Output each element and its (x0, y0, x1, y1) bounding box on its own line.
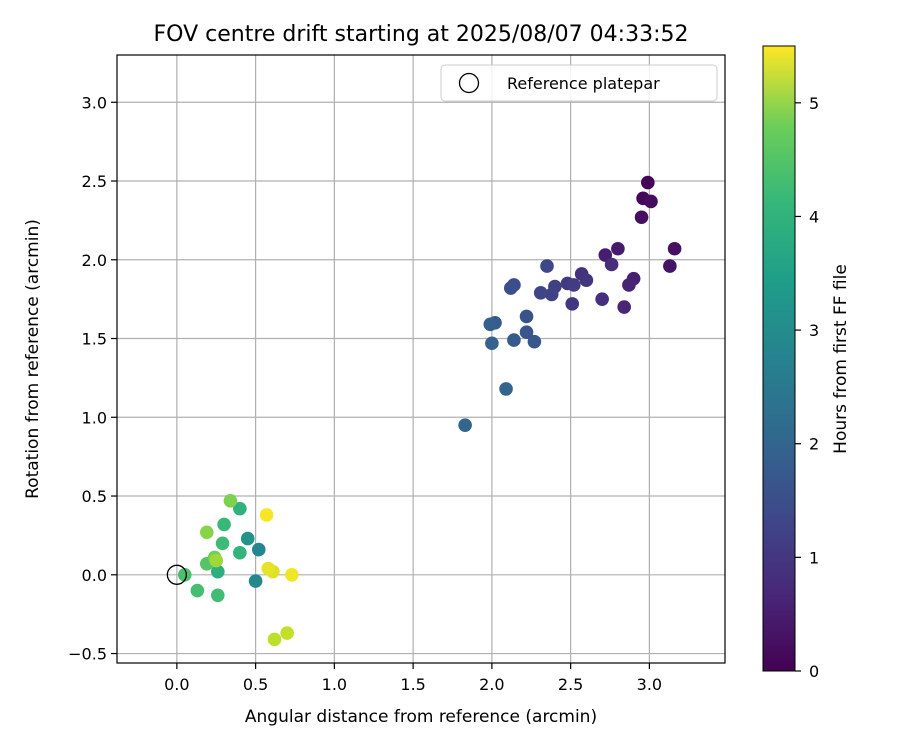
data-point (540, 259, 554, 273)
data-point (566, 278, 581, 292)
data-point (611, 241, 625, 256)
y-axis-label: Rotation from reference (arcmin) (23, 219, 43, 499)
x-tick-label: 0.0 (164, 675, 189, 694)
grid (117, 55, 725, 663)
data-point (519, 325, 534, 340)
colorbar-tick-label: 1 (809, 548, 819, 567)
data-point (458, 418, 472, 432)
data-point (483, 317, 498, 332)
x-tick-label: 1.0 (322, 675, 347, 694)
colorbar-ticks: 0 1 2 3 4 5 (795, 94, 819, 681)
data-point (199, 525, 214, 540)
data-point (209, 553, 224, 568)
data-point (604, 257, 619, 272)
data-point (634, 210, 649, 225)
legend-box (440, 64, 718, 102)
data-point (267, 632, 282, 647)
y-tick-label: 2.5 (82, 172, 107, 191)
y-tick-label: 2.0 (82, 251, 107, 270)
x-tick-label: 0.5 (243, 675, 268, 694)
colorbar-gradient (762, 45, 796, 672)
y-axis-ticks: −0.5 0.0 0.5 1.0 1.5 2.0 2.5 3.0 (68, 93, 117, 664)
chart-title: FOV centre drift starting at 2025/08/07 … (154, 22, 689, 47)
data-point (285, 567, 299, 582)
data-point (248, 574, 263, 588)
data-point (259, 508, 274, 522)
data-point (261, 561, 276, 576)
y-tick-label: 3.0 (82, 93, 107, 112)
data-point (499, 382, 513, 396)
data-point (595, 292, 609, 306)
x-axis-ticks: 0.0 0.5 1.0 1.5 2.0 2.5 3.0 (164, 663, 662, 694)
data-point (503, 281, 518, 295)
colorbar-tick-label: 5 (809, 94, 819, 113)
data-point (663, 259, 677, 273)
data-point (217, 517, 231, 532)
data-point (215, 536, 230, 551)
x-axis-label: Angular distance from reference (arcmin) (245, 707, 597, 727)
legend-reference-label: Reference platepar (507, 74, 660, 93)
plot-frame (116, 54, 726, 664)
y-tick-label: −0.5 (68, 645, 107, 664)
data-point (622, 278, 636, 292)
data-point (280, 626, 294, 640)
x-tick-label: 1.5 (400, 675, 425, 694)
data-point (641, 175, 655, 190)
y-tick-label: 0.5 (82, 487, 107, 506)
colorbar-label: Hours from first FF file (831, 264, 851, 454)
colorbar-tick-label: 3 (809, 321, 819, 340)
data-point (667, 241, 682, 256)
x-tick-label: 2.0 (479, 675, 504, 694)
data-point (507, 333, 521, 347)
x-tick-label: 2.5 (558, 675, 583, 694)
data-point (240, 531, 255, 546)
x-tick-label: 3.0 (637, 675, 662, 694)
colorbar-tick-label: 4 (809, 207, 819, 226)
data-point (211, 588, 225, 603)
data-point (527, 334, 542, 349)
colorbar-tick-label: 0 (809, 662, 819, 681)
colorbar: 0 1 2 3 4 5 Hours from first FF file (762, 45, 851, 681)
colorbar-tick-label: 2 (809, 435, 819, 454)
reference-platepar-marker (166, 564, 188, 585)
data-point (565, 297, 580, 311)
data-point (177, 567, 192, 582)
data-point (579, 273, 594, 288)
data-point (617, 300, 631, 314)
data-point (251, 542, 266, 557)
data-point (485, 336, 499, 351)
legend: Reference platepar (440, 64, 718, 102)
data-point (223, 493, 238, 508)
data-point (533, 286, 548, 300)
data-points (166, 175, 682, 647)
legend-reference-marker (458, 72, 480, 94)
data-point (519, 309, 534, 324)
data-point (233, 501, 247, 516)
y-tick-label: 0.0 (82, 566, 107, 585)
y-tick-label: 1.5 (82, 330, 107, 349)
data-point (211, 564, 225, 579)
data-point (644, 194, 658, 209)
data-point (190, 583, 205, 598)
y-tick-label: 1.0 (82, 408, 107, 427)
data-point (544, 287, 559, 302)
data-point (233, 545, 247, 560)
